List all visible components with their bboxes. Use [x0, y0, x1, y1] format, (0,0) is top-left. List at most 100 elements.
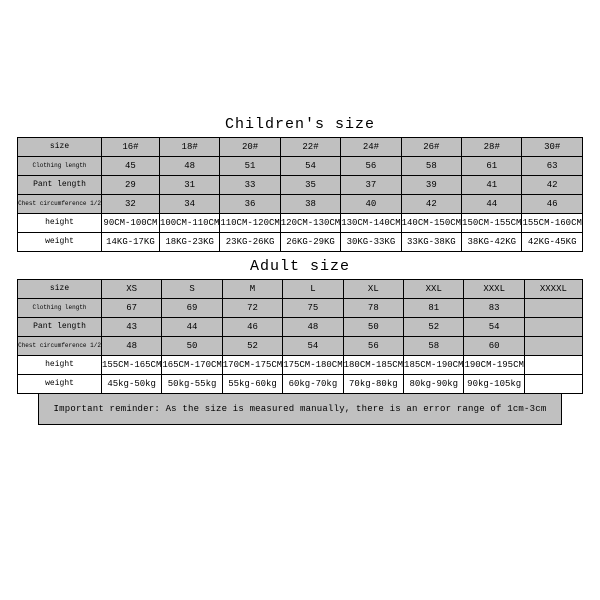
table-cell: 60: [464, 337, 524, 356]
table-cell: 54: [464, 318, 524, 337]
children-row-chest: Chest circumference 1/2 32 34 36 38 40 4…: [18, 195, 583, 214]
children-row-clothing-length: Clothing length 45 48 51 54 56 58 61 63: [18, 157, 583, 176]
table-cell: 34: [159, 195, 219, 214]
children-label-chest: Chest circumference 1/2: [18, 195, 102, 214]
adult-col-3: L: [283, 280, 343, 299]
table-cell: 26KG-29KG: [280, 233, 340, 252]
table-cell: 44: [162, 318, 222, 337]
table-cell: [524, 299, 582, 318]
table-cell: 45kg-50kg: [101, 375, 161, 394]
table-cell: 81: [404, 299, 464, 318]
adult-row-height: height 155CM-165CM 165CM-170CM 170CM-175…: [18, 356, 583, 375]
table-cell: 90CM-100CM: [101, 214, 159, 233]
table-cell: 70kg-80kg: [343, 375, 403, 394]
adult-label-pant-length: Pant length: [18, 318, 102, 337]
table-cell: 72: [222, 299, 282, 318]
table-cell: 58: [401, 157, 461, 176]
children-label-height: height: [18, 214, 102, 233]
table-cell: 58: [404, 337, 464, 356]
size-chart-wrapper: Children's size size 16# 18# 20# 22# 24#…: [0, 0, 600, 425]
children-col-4: 24#: [341, 138, 401, 157]
adult-col-1: S: [162, 280, 222, 299]
adult-col-6: XXXL: [464, 280, 524, 299]
adult-label-size: size: [18, 280, 102, 299]
table-cell: 48: [101, 337, 161, 356]
table-cell: 52: [404, 318, 464, 337]
table-cell: 54: [283, 337, 343, 356]
table-cell: 33KG-38KG: [401, 233, 461, 252]
children-col-3: 22#: [280, 138, 340, 157]
adult-col-5: XXL: [404, 280, 464, 299]
adult-col-4: XL: [343, 280, 403, 299]
table-cell: 41: [462, 176, 522, 195]
table-cell: 31: [159, 176, 219, 195]
table-cell: 190CM-195CM: [464, 356, 524, 375]
table-cell: 155CM-165CM: [101, 356, 161, 375]
table-cell: 42: [401, 195, 461, 214]
table-cell: 185CM-190CM: [404, 356, 464, 375]
table-cell: 32: [101, 195, 159, 214]
adult-row-pant-length: Pant length 43 44 46 48 50 52 54: [18, 318, 583, 337]
table-cell: [524, 356, 582, 375]
adult-col-2: M: [222, 280, 282, 299]
table-cell: 60kg-70kg: [283, 375, 343, 394]
table-cell: 39: [401, 176, 461, 195]
table-cell: 44: [462, 195, 522, 214]
table-cell: 48: [159, 157, 219, 176]
table-cell: 35: [280, 176, 340, 195]
table-cell: 165CM-170CM: [162, 356, 222, 375]
table-cell: 75: [283, 299, 343, 318]
children-row-pant-length: Pant length 29 31 33 35 37 39 41 42: [18, 176, 583, 195]
children-col-6: 28#: [462, 138, 522, 157]
table-cell: 170CM-175CM: [222, 356, 282, 375]
table-cell: 38: [280, 195, 340, 214]
table-cell: 180CM-185CM: [343, 356, 403, 375]
table-cell: 48: [283, 318, 343, 337]
table-cell: 45: [101, 157, 159, 176]
children-col-1: 18#: [159, 138, 219, 157]
table-cell: 46: [222, 318, 282, 337]
table-cell: 69: [162, 299, 222, 318]
table-cell: 80kg-90kg: [404, 375, 464, 394]
children-label-weight: weight: [18, 233, 102, 252]
table-cell: 14KG-17KG: [101, 233, 159, 252]
table-cell: 23KG-26KG: [220, 233, 280, 252]
adult-header-row: size XS S M L XL XXL XXXL XXXXL: [18, 280, 583, 299]
children-row-height: height 90CM-100CM 100CM-110CM 110CM-120C…: [18, 214, 583, 233]
table-cell: 55kg-60kg: [222, 375, 282, 394]
table-cell: 150CM-155CM: [462, 214, 522, 233]
table-cell: 40: [341, 195, 401, 214]
table-cell: 46: [522, 195, 582, 214]
table-cell: 100CM-110CM: [159, 214, 219, 233]
table-cell: 37: [341, 176, 401, 195]
table-cell: 38KG-42KG: [462, 233, 522, 252]
adult-label-chest: Chest circumference 1/2: [18, 337, 102, 356]
table-cell: 56: [341, 157, 401, 176]
table-cell: 155CM-160CM: [522, 214, 582, 233]
children-col-0: 16#: [101, 138, 159, 157]
table-cell: 90kg-105kg: [464, 375, 524, 394]
table-cell: 50kg-55kg: [162, 375, 222, 394]
children-label-pant-length: Pant length: [18, 176, 102, 195]
table-cell: 18KG-23KG: [159, 233, 219, 252]
children-header-row: size 16# 18# 20# 22# 24# 26# 28# 30#: [18, 138, 583, 157]
important-reminder: Important reminder: As the size is measu…: [38, 394, 562, 425]
children-row-weight: weight 14KG-17KG 18KG-23KG 23KG-26KG 26K…: [18, 233, 583, 252]
table-cell: 50: [343, 318, 403, 337]
table-cell: 43: [101, 318, 161, 337]
adult-label-weight: weight: [18, 375, 102, 394]
table-cell: 36: [220, 195, 280, 214]
table-cell: 54: [280, 157, 340, 176]
children-table: size 16# 18# 20# 22# 24# 26# 28# 30# Clo…: [17, 137, 583, 252]
table-cell: [524, 337, 582, 356]
adult-col-0: XS: [101, 280, 161, 299]
table-cell: 29: [101, 176, 159, 195]
children-label-clothing-length: Clothing length: [18, 157, 102, 176]
table-cell: 130CM-140CM: [341, 214, 401, 233]
children-col-2: 20#: [220, 138, 280, 157]
table-cell: 42KG-45KG: [522, 233, 582, 252]
adult-row-clothing-length: Clothing length 67 69 72 75 78 81 83: [18, 299, 583, 318]
table-cell: 78: [343, 299, 403, 318]
adult-row-weight: weight 45kg-50kg 50kg-55kg 55kg-60kg 60k…: [18, 375, 583, 394]
table-cell: 56: [343, 337, 403, 356]
